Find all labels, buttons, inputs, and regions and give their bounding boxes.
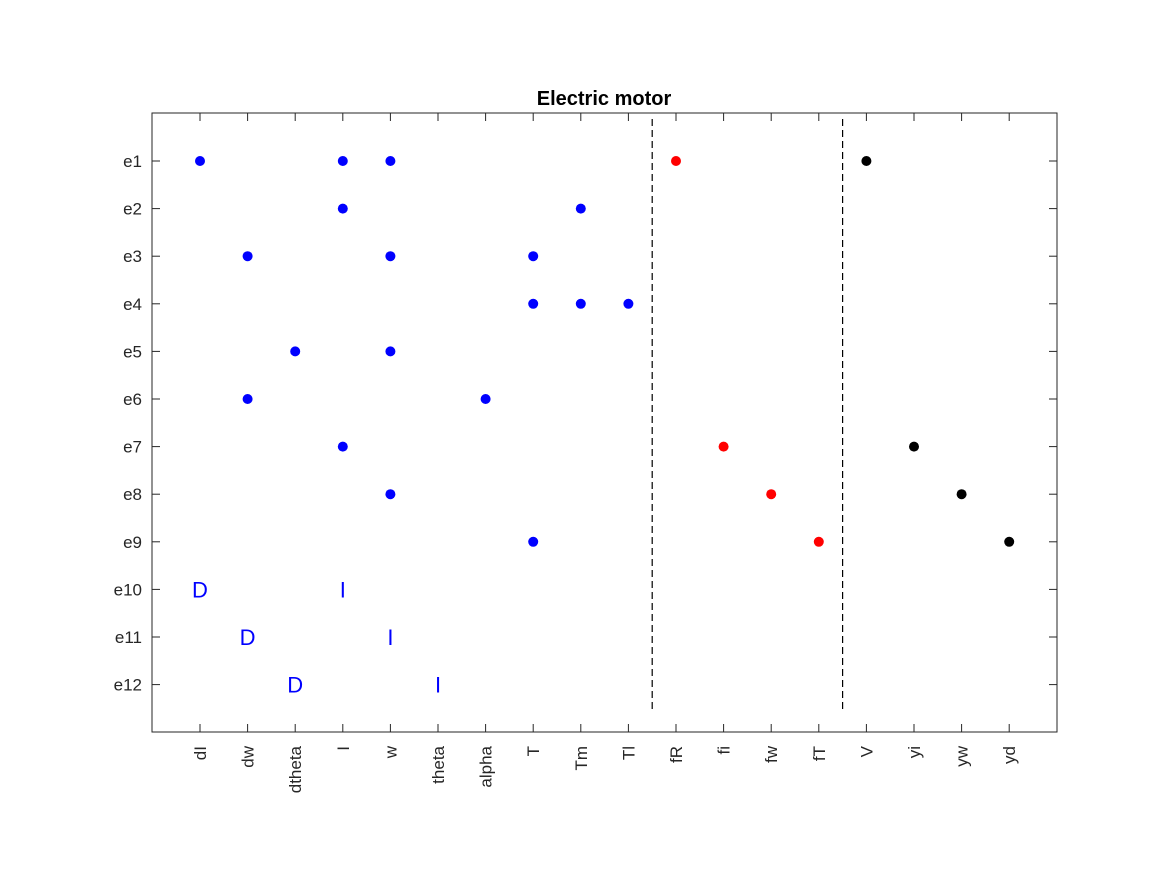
data-point-unknown	[528, 298, 539, 309]
y-tick-label: e3	[123, 247, 142, 266]
data-point-unknown	[242, 394, 253, 404]
data-point-unknown	[385, 156, 396, 166]
data-point-unknown	[337, 203, 348, 214]
x-tick-label: dtheta	[286, 745, 305, 793]
y-tick-label: e4	[123, 295, 142, 314]
x-tick-label: dw	[239, 745, 258, 767]
data-point-known	[1004, 536, 1015, 547]
x-tick-label: alpha	[477, 745, 496, 787]
x-tick-label: yd	[1000, 746, 1019, 764]
data-point-unknown	[480, 394, 491, 404]
y-tick-label: e8	[123, 485, 142, 504]
data-point-unknown	[528, 536, 539, 547]
y-tick-label: e10	[114, 580, 142, 599]
y-tick-label: e11	[115, 628, 142, 647]
data-point-unknown	[385, 489, 396, 500]
x-tick-label: I	[334, 746, 353, 751]
data-point-unknown	[195, 156, 205, 166]
x-tick-label: fT	[810, 746, 829, 761]
data-point-known	[909, 441, 919, 452]
data-point-unknown	[385, 251, 396, 262]
axes-box	[151, 112, 1058, 733]
letter-mark: D	[192, 577, 208, 602]
y-tick-label: e2	[123, 200, 142, 219]
data-points	[195, 156, 1015, 547]
axes-frame	[151, 112, 1058, 733]
separators	[651, 119, 844, 710]
y-tick-label: e9	[123, 533, 142, 552]
data-point-unknown	[528, 251, 539, 262]
x-tick-label: T	[524, 746, 543, 756]
data-point-known	[861, 156, 872, 166]
x-tick-label: Tm	[572, 746, 591, 771]
y-tick-label: e5	[123, 342, 142, 361]
data-point-fault	[813, 536, 824, 547]
x-tick-label: Tl	[619, 746, 638, 760]
data-point-known	[956, 489, 967, 500]
x-tick-label: fw	[762, 745, 781, 763]
letter-mark: I	[435, 673, 441, 698]
data-point-fault	[766, 489, 777, 500]
data-point-unknown	[242, 251, 253, 262]
data-point-fault	[718, 441, 729, 452]
letter-mark: I	[340, 577, 346, 602]
x-tick-label: dI	[191, 746, 210, 760]
letter-mark: D	[240, 625, 256, 650]
y-tick-label: e7	[123, 438, 142, 457]
data-point-unknown	[623, 298, 634, 309]
y-tick-label: e12	[114, 676, 142, 695]
x-tick-label: yi	[905, 746, 924, 758]
letter-marks: D I D I D I	[192, 577, 441, 697]
letter-mark: D	[287, 673, 303, 698]
data-point-unknown	[575, 203, 586, 214]
y-ticks: e1 e2 e3 e4 e5 e6 e7 e8 e9 e10 e11 e12	[114, 152, 1057, 695]
x-tick-label: theta	[429, 745, 448, 783]
y-tick-label: e1	[123, 152, 142, 171]
chart-title: Electric motor	[537, 88, 672, 110]
data-point-unknown	[337, 156, 348, 166]
data-point-fault	[671, 156, 681, 166]
x-tick-label: fi	[715, 746, 734, 755]
x-tick-label: yw	[953, 745, 972, 767]
letter-mark: I	[387, 625, 393, 650]
data-point-unknown	[337, 441, 348, 452]
data-point-unknown	[290, 346, 301, 357]
x-tick-label: fR	[667, 746, 686, 763]
x-tick-label: w	[381, 745, 400, 759]
data-point-unknown	[385, 346, 396, 357]
y-tick-label: e6	[123, 390, 142, 409]
x-tick-label: V	[857, 745, 876, 757]
data-point-unknown	[575, 298, 586, 309]
